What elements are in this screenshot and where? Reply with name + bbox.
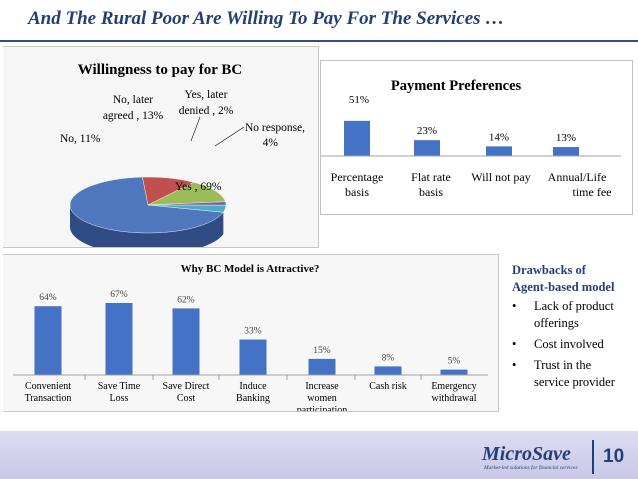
payment-bar [344, 120, 370, 156]
attractive-bar [374, 366, 402, 375]
attractive-value-label: 67% [110, 290, 128, 300]
payment-preferences-chart: Payment Preferences 51% 23% 14% 13% Percentag… [321, 78, 621, 199]
attractive-category-label: Emergency [431, 381, 476, 392]
why-bc-attractive-chart: Why BC Model is Attractive? 64% 67% 62% 33% 1… [13, 263, 488, 416]
attractive-category-label: Cash risk [369, 381, 407, 392]
drawbacks-heading-line2: Agent-based model [512, 280, 615, 294]
attractive-bar [440, 369, 468, 375]
pie-label-yes: Yes , 69% [175, 181, 222, 193]
attractive-category-label: Save Time [98, 381, 141, 392]
attractive-value-label: 33% [244, 327, 262, 337]
attractive-value-label: 62% [177, 295, 195, 305]
attractive-category-label: participation [297, 405, 348, 411]
attractive-bar [34, 306, 62, 375]
microsave-logo: MicroSave [482, 443, 571, 465]
attractive-category-label: Increase [305, 381, 339, 392]
pie-label-no: No, 11% [60, 133, 101, 145]
pie-label-no-response-cont: 4% [263, 137, 279, 149]
drawback-item-text: Lack of product [534, 299, 614, 313]
attractive-bar [308, 358, 336, 375]
drawbacks-list: Lack of product offerings Cost involved … [512, 298, 634, 391]
attractive-bar [239, 339, 267, 375]
payment-category-label-cont: time fee [573, 185, 612, 199]
logo-tagline: Market-led solutions for financial servi… [484, 465, 578, 471]
pie-chart-panel: Willingness to pay for BC Yes , 69% No, 11… [3, 46, 319, 255]
payment-chart-panel: Payment Preferences 51% 23% 14% 13% Percentag… [320, 60, 633, 215]
pie-label-yes-later-denied: Yes, later [185, 89, 228, 101]
attractive-value-label: 8% [382, 353, 395, 363]
attractive-chart-title: Why BC Model is Attractive? [181, 263, 320, 275]
pie-3d-sides [70, 205, 224, 255]
drawback-item-text: Cost involved [534, 337, 604, 351]
title-divider [0, 40, 638, 42]
pie-slice-yes [69, 176, 224, 234]
payment-value-label: 13% [556, 132, 576, 144]
payment-category-label-cont: basis [345, 185, 369, 199]
willingness-pie-chart: Willingness to pay for BC Yes , 69% No, 11… [60, 62, 305, 255]
payment-bar [553, 147, 579, 156]
pie-slice-side [70, 205, 224, 255]
payment-bar [486, 146, 512, 156]
attractive-value-label: 64% [39, 293, 57, 303]
attractive-bar [105, 303, 133, 375]
pie-label-no-later-agreed-cont: agreed , 13% [103, 110, 164, 122]
drawback-item: Cost involved [512, 336, 634, 353]
drawback-item-text-cont: offerings [534, 316, 579, 330]
drawbacks-box: Drawbacks of Agent-based model Lack of p… [512, 262, 634, 395]
pie-leader-line [190, 116, 201, 142]
attractive-category-label: Convenient [25, 381, 71, 392]
attractive-value-label: 15% [313, 346, 331, 356]
payment-category-label: Will not pay [471, 170, 531, 184]
pie-leader-line [214, 126, 245, 147]
page-number: 10 [603, 446, 625, 467]
attractive-category-label: withdrawal [432, 393, 477, 404]
drawback-item-text: Trust in the [534, 358, 592, 372]
attractive-chart-panel: Why BC Model is Attractive? 64% 67% 62% 33% 1… [3, 254, 499, 416]
payment-category-label: Flat rate [411, 170, 451, 184]
payment-value-label: 14% [489, 131, 509, 143]
payment-chart-title: Payment Preferences [391, 78, 522, 94]
pie-label-no-later-agreed: No, later [113, 94, 153, 106]
footer-bar [0, 431, 638, 479]
pie-label-no-response: No response, [245, 122, 305, 134]
footer-divider [592, 440, 594, 474]
attractive-bar [172, 308, 200, 375]
payment-category-label: Annual/Life [548, 170, 607, 184]
payment-category-label-cont: basis [419, 185, 443, 199]
drawback-item: Trust in the service provider [512, 357, 634, 391]
payment-category-label: Percentage [331, 170, 384, 184]
pie-slice-no-later-agreed [147, 182, 226, 206]
attractive-category-label: Induce [239, 381, 267, 392]
attractive-category-label: Save Direct [163, 381, 210, 392]
payment-value-label: 51% [349, 94, 369, 106]
drawback-item-text-cont: service provider [534, 375, 615, 389]
attractive-category-label: Banking [236, 393, 270, 404]
attractive-category-label: women [307, 393, 336, 404]
pie-label-yes-later-denied-cont: denied , 2% [179, 105, 234, 117]
attractive-category-label: Cost [177, 393, 196, 404]
payment-bar [414, 140, 440, 156]
pie-slice-no-response [147, 204, 227, 213]
slide-title: And The Rural Poor Are Willing To Pay Fo… [28, 8, 505, 29]
drawback-item: Lack of product offerings [512, 298, 634, 332]
pie-chart-title: Willingness to pay for BC [78, 62, 242, 78]
attractive-category-label: Loss [110, 393, 129, 404]
drawbacks-heading-line1: Drawbacks of [512, 263, 586, 277]
attractive-value-label: 5% [448, 357, 461, 367]
attractive-category-label: Transaction [25, 393, 72, 404]
payment-value-label: 23% [417, 125, 437, 137]
